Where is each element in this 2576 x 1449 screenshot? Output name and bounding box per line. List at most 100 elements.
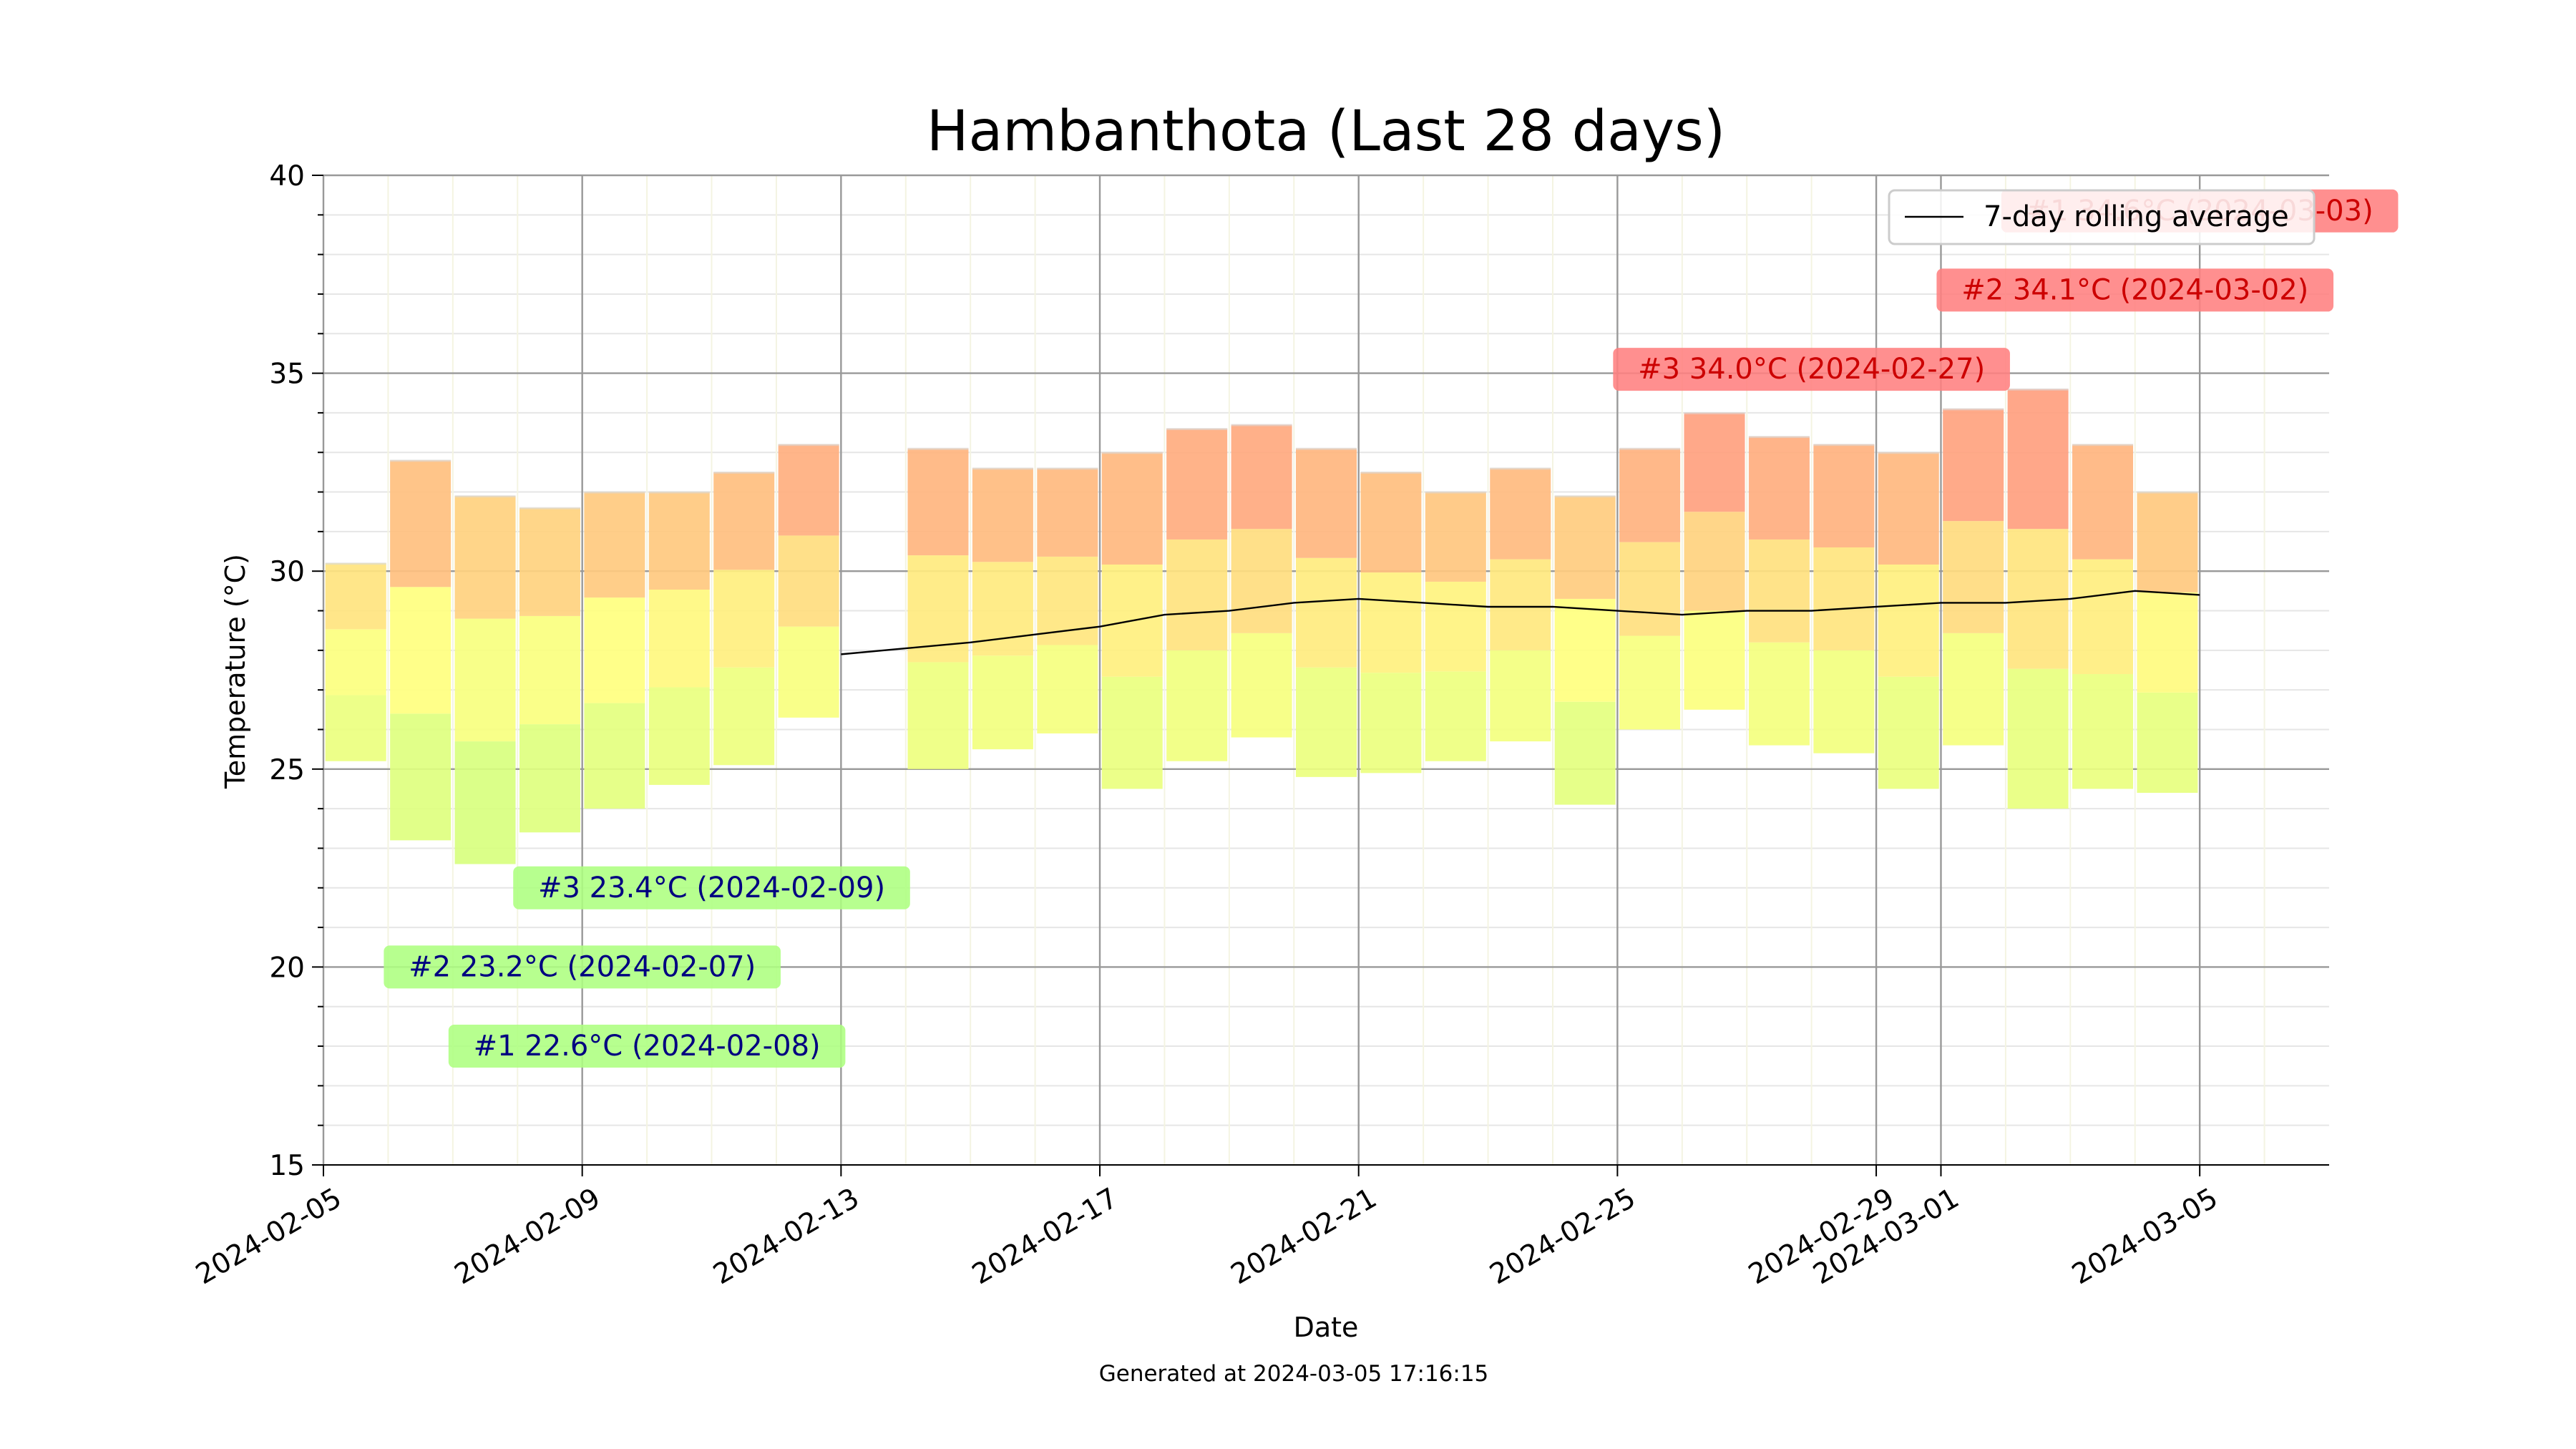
y-tick-label: 30 (269, 556, 305, 588)
bar-segment (390, 460, 452, 587)
y-tick-label: 25 (269, 754, 305, 786)
rolling-average-line (841, 590, 2200, 655)
y-tick-label: 15 (269, 1150, 305, 1182)
bar-segment (972, 655, 1033, 750)
bar-segment (1166, 650, 1228, 761)
cold-record-label: #2 23.2°C (2024-02-07) (384, 945, 781, 989)
daily-temperature-bar (2137, 491, 2198, 793)
daily-temperature-bar (1425, 491, 1486, 761)
bar-segment (2072, 674, 2134, 789)
bar-top-edge (1166, 428, 1228, 431)
bar-segment (1166, 429, 1228, 540)
bar-top-edge (1490, 467, 1551, 470)
footer-timestamp: Generated at 2024-03-05 17:16:15 (1099, 1361, 1489, 1387)
bar-segment (1360, 472, 1422, 573)
bar-segment (2137, 692, 2198, 793)
record-label-box (1936, 268, 2334, 312)
bar-segment (454, 496, 516, 619)
bar-segment (1101, 676, 1163, 789)
bar-segment (584, 492, 645, 598)
bar-segment (1619, 542, 1681, 636)
daily-temperature-bar (1554, 495, 1616, 805)
bar-segment (972, 562, 1033, 656)
daily-temperature-bar (972, 467, 1033, 750)
bar-segment (390, 713, 452, 841)
bar-top-edge (519, 507, 580, 509)
bar-segment (325, 695, 386, 761)
bar-segment (454, 741, 516, 864)
record-label-text: #3 34.0°C (2024-02-27) (1638, 353, 1985, 386)
record-label-text: #1 22.6°C (2024-02-08) (474, 1030, 821, 1063)
legend: 7-day rolling average (1888, 189, 2316, 245)
daily-temperature-bar (1813, 444, 1875, 753)
bar-segment (1490, 468, 1551, 560)
record-label-text: #3 23.4°C (2024-02-09) (538, 872, 885, 904)
record-label-box (513, 866, 910, 909)
bar-segment (1360, 673, 1422, 774)
daily-temperature-bar (325, 562, 386, 761)
daily-temperature-bar (519, 507, 580, 833)
bar-segment (1360, 572, 1422, 673)
daily-temperature-bar (2007, 388, 2069, 809)
bar-segment (519, 507, 580, 616)
bar-top-edge (1813, 444, 1875, 447)
bar-segment (584, 597, 645, 703)
bar-top-edge (1101, 452, 1163, 454)
bar-segment (1943, 633, 2004, 746)
bar-segment (1296, 448, 1357, 558)
bar-top-edge (1231, 424, 1292, 426)
bar-top-edge (1425, 491, 1486, 494)
y-axis-label: Temperature (°C) (220, 554, 251, 789)
record-label-box (448, 1025, 846, 1068)
bar-segment (648, 687, 710, 785)
bar-segment (1813, 444, 1875, 548)
bar-top-edge (778, 444, 839, 447)
bar-segment (1878, 564, 1939, 677)
cold-record-label: #3 23.4°C (2024-02-09) (513, 866, 910, 909)
hot-record-label: #3 34.0°C (2024-02-27) (1613, 348, 2010, 391)
cold-record-label: #1 22.6°C (2024-02-08) (448, 1025, 846, 1068)
bar-segment (1425, 492, 1486, 582)
daily-temperature-bar (454, 495, 516, 864)
chart-title: Hambanthota (Last 28 days) (927, 99, 1725, 164)
bar-segment (1425, 581, 1486, 672)
daily-temperature-bar (584, 491, 645, 809)
bar-segment (1943, 521, 2004, 633)
daily-temperature-bar (390, 459, 452, 841)
bars (325, 388, 2198, 864)
bar-segment (1490, 650, 1551, 742)
bar-segment (2137, 592, 2198, 693)
bar-segment (1684, 512, 1745, 611)
bar-segment (778, 626, 839, 718)
bar-segment (1943, 409, 2004, 522)
bar-segment (1296, 667, 1357, 777)
bar-top-edge (907, 447, 969, 450)
bar-top-edge (1554, 495, 1616, 498)
daily-temperature-bar (907, 447, 969, 769)
bar-segment (1748, 436, 1810, 540)
bar-segment (907, 662, 969, 769)
daily-temperature-bar (1360, 471, 1422, 774)
record-label-box (384, 945, 781, 989)
hot-record-label: #2 34.1°C (2024-03-02) (1936, 268, 2334, 312)
bar-segment (972, 468, 1033, 562)
bar-segment (2072, 444, 2134, 560)
bar-segment (1231, 529, 1292, 633)
bar-segment (907, 555, 969, 663)
bar-segment (1619, 448, 1681, 542)
bar-segment (2007, 668, 2069, 809)
bar-top-edge (648, 491, 710, 494)
bar-segment (1878, 676, 1939, 789)
bar-segment (907, 448, 969, 556)
daily-temperature-bar (1619, 447, 1681, 730)
bar-segment (648, 492, 710, 590)
bar-segment (1231, 633, 1292, 738)
bar-segment (1101, 452, 1163, 565)
daily-temperature-bar (1943, 408, 2004, 746)
legend-entry-rolling-average: 7-day rolling average (1984, 200, 2289, 233)
bar-segment (1554, 496, 1616, 599)
daily-temperature-bar (778, 444, 839, 718)
bar-segment (2007, 389, 2069, 530)
bar-segment (713, 472, 775, 570)
bar-segment (325, 629, 386, 696)
